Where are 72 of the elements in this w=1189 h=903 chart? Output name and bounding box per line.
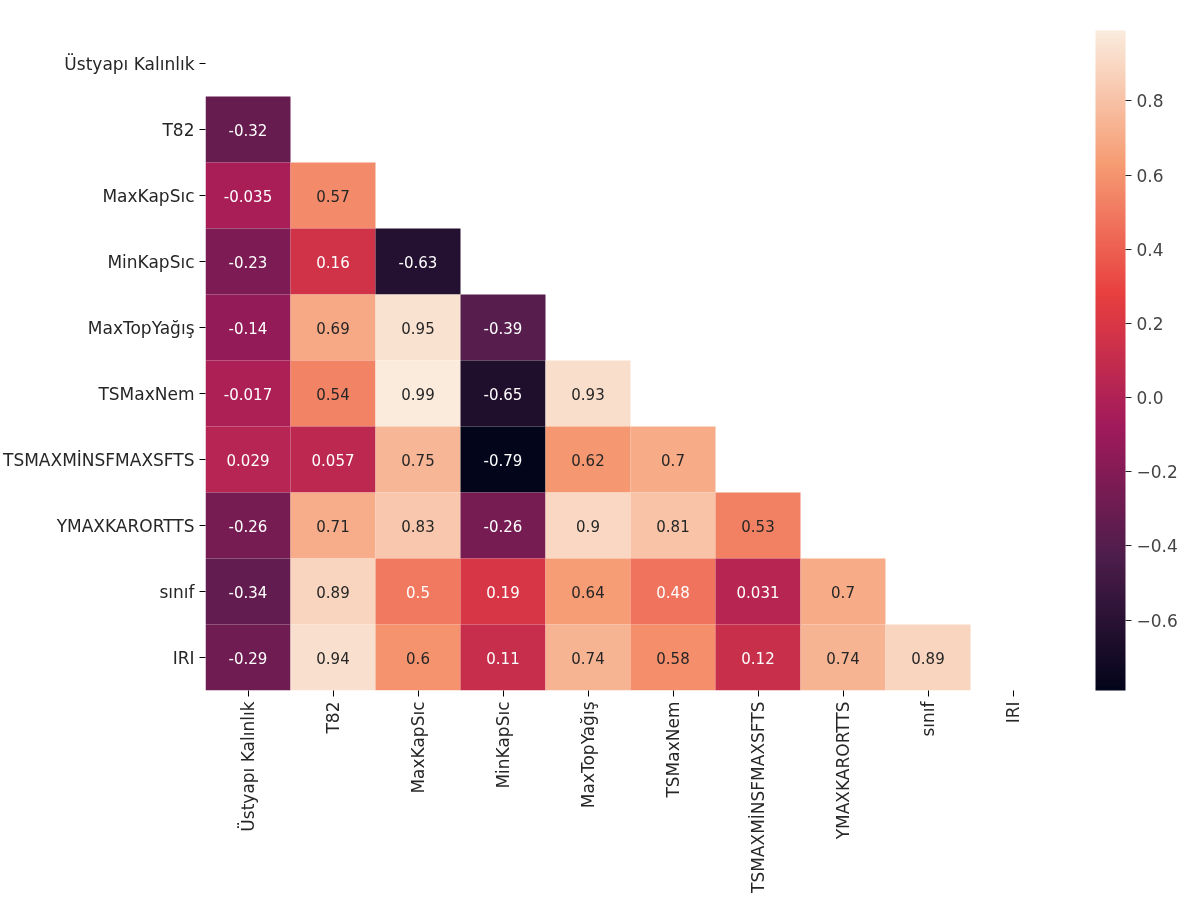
data-label: 0.7: [661, 451, 685, 470]
y-tick-label: TSMAXMİNSFMAXSFTS: [2, 449, 195, 470]
data-label: 0.031: [736, 583, 780, 602]
data-label: 0.48: [656, 583, 690, 602]
color-bar-label: 0.4: [1136, 239, 1164, 260]
data-label: -0.29: [228, 649, 268, 668]
data-label: 0.16: [316, 253, 350, 272]
data-label: 0.029: [226, 451, 270, 470]
data-label: -0.23: [228, 253, 268, 272]
x-tick-label: sınıf: [918, 700, 938, 737]
data-label: 0.6: [406, 649, 430, 668]
data-label: 0.57: [316, 187, 350, 206]
data-label: 0.057: [311, 451, 355, 470]
y-tick-label: MinKapSıc: [107, 251, 195, 272]
data-label: 0.89: [911, 649, 945, 668]
data-label: -0.26: [483, 517, 523, 536]
data-label: 0.69: [316, 319, 350, 338]
data-label: 0.62: [571, 451, 605, 470]
color-bar-label: −0.2: [1136, 462, 1178, 483]
data-label: -0.65: [483, 385, 523, 404]
y-tick-label: MaxTopYağış: [87, 317, 195, 338]
data-label: 0.74: [571, 649, 605, 668]
color-bar-label: 0.0: [1136, 388, 1164, 409]
data-label: 0.54: [316, 385, 350, 404]
y-tick-label: IRI: [172, 647, 195, 668]
data-label: 0.74: [826, 649, 860, 668]
y-tick-label: T82: [161, 119, 195, 140]
x-tick-label: TSMAXMİNSFMAXSFTS: [748, 701, 768, 894]
data-label: -0.035: [223, 187, 273, 206]
data-label: 0.9: [576, 517, 600, 536]
data-label: 0.11: [486, 649, 520, 668]
data-label: 0.64: [571, 583, 605, 602]
data-label: 0.71: [316, 517, 350, 536]
y-tick-label: YMAXKARORTTS: [55, 515, 195, 536]
x-tick-label: TSMaxNem: [663, 701, 683, 799]
data-label: -0.63: [398, 253, 438, 272]
data-label: 0.83: [401, 517, 435, 536]
data-label: -0.79: [483, 451, 523, 470]
color-bar-label: 0.8: [1136, 91, 1164, 112]
data-label: -0.34: [228, 583, 268, 602]
data-label: 0.19: [486, 583, 520, 602]
data-label: 0.58: [656, 649, 690, 668]
y-tick-label: TSMaxNem: [97, 383, 195, 404]
color-bar-label: −0.6: [1136, 610, 1178, 631]
color-bar-label: 0.6: [1136, 165, 1164, 186]
data-label: -0.14: [228, 319, 268, 338]
x-tick-label: MinKapSıc: [493, 701, 513, 789]
x-tick-label: MaxTopYağış: [578, 701, 598, 809]
x-tick-label: YMAXKARORTTS: [833, 701, 853, 841]
data-label: -0.26: [228, 517, 268, 536]
data-label: 0.7: [831, 583, 855, 602]
data-label: -0.39: [483, 319, 523, 338]
x-tick-label: T82: [323, 701, 343, 735]
data-label: 0.94: [316, 649, 350, 668]
x-tick-label: IRI: [1003, 701, 1023, 724]
y-tick-label: Üstyapı Kalınlık: [64, 52, 195, 74]
data-label: 0.89: [316, 583, 350, 602]
data-label: -0.32: [228, 121, 268, 140]
color-bar-label: 0.2: [1136, 313, 1164, 334]
data-label: 0.53: [741, 517, 775, 536]
color-bar-label: −0.4: [1136, 536, 1178, 557]
data-label: 0.81: [656, 517, 690, 536]
y-tick-label: MaxKapSıc: [102, 185, 195, 206]
data-label: 0.95: [401, 319, 435, 338]
data-label: 0.99: [401, 385, 435, 404]
data-label: 0.75: [401, 451, 435, 470]
data-label: -0.017: [223, 385, 273, 404]
data-label: 0.5: [406, 583, 430, 602]
y-tick-label: sınıf: [159, 581, 196, 602]
data-label: 0.93: [571, 385, 605, 404]
data-label: 0.12: [741, 649, 775, 668]
x-tick-label: MaxKapSıc: [408, 701, 428, 794]
